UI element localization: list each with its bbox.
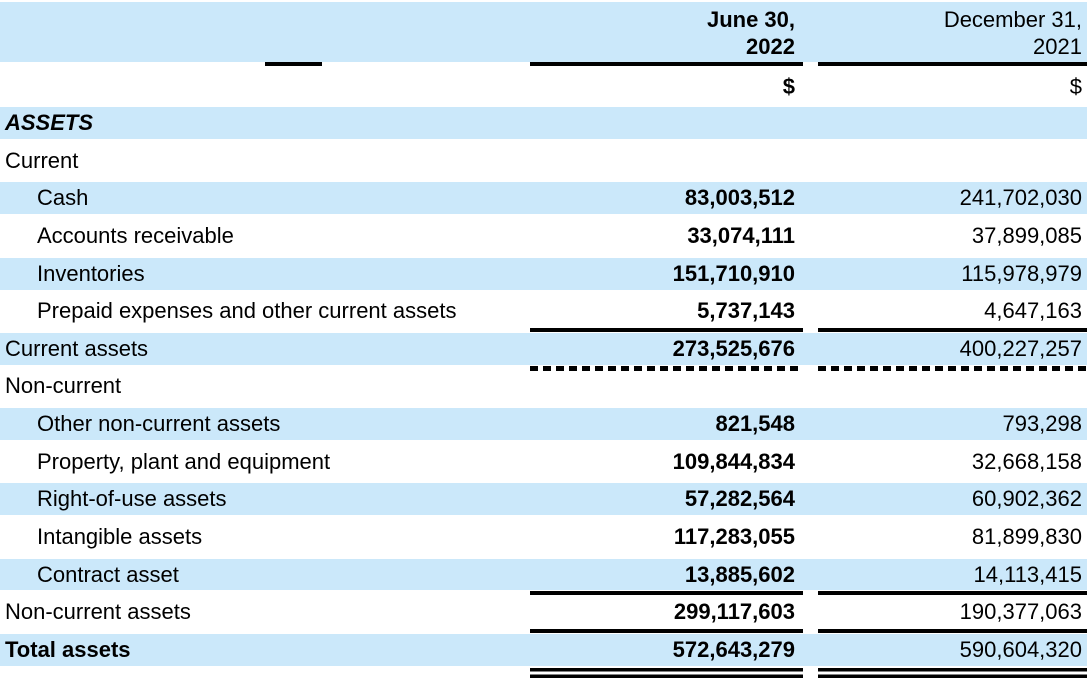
row-label: Non-current [5,373,122,399]
row-non-current-assets-total: Non-current assets 299,117,603 190,377,0… [0,596,1087,634]
value-2022: 821,548 [715,411,795,437]
row-non-current-header: Non-current [0,370,1087,408]
currency-row: $ $ [0,66,1087,107]
header-underline-2021 [818,62,1087,66]
underline-segment-2022 [530,327,803,332]
value-2021: 60,902,362 [971,486,1082,512]
value-2021: 590,604,320 [959,636,1082,662]
row-inventories: Inventories 151,710,910 115,978,979 [0,257,1087,296]
row-label: Right-of-use assets [37,486,227,512]
header-underline-stub [265,62,322,66]
dashed-underline [0,365,1087,371]
underline-segment-2022 [530,629,803,634]
underline-segment-2021 [818,667,1087,678]
value-2022: 273,525,676 [672,335,795,361]
value-2021: 241,702,030 [959,185,1082,211]
value-2021: 4,647,163 [984,298,1082,324]
row-label: Total assets [5,636,131,662]
value-2021: 81,899,830 [971,524,1082,550]
row-cash: Cash 83,003,512 241,702,030 [0,182,1087,220]
row-current-header: Current [0,145,1087,183]
value-2021: 37,899,085 [971,222,1082,248]
row-other-non-current-assets: Other non-current assets 821,548 793,298 [0,408,1087,446]
row-property-plant-equipment: Property, plant and equipment 109,844,83… [0,446,1087,484]
row-label: Other non-current assets [37,411,281,437]
value-2022: 117,283,055 [673,524,795,550]
value-2021: 190,377,063 [959,599,1082,625]
value-2022: 57,282,564 [684,486,795,512]
subtotal-underline [0,327,1087,333]
row-label: ASSETS [5,110,94,135]
column-header-2021: December 31, 2021 [818,2,1087,62]
double-underline [0,667,1087,678]
column-header-2022-line1: June 30, [706,7,795,32]
value-2021: 115,978,979 [961,260,1082,286]
value-2021: 32,668,158 [971,448,1082,474]
row-right-of-use-assets: Right-of-use assets 57,282,564 60,902,36… [0,483,1087,521]
underline-segment-2022 [530,365,803,371]
column-header-2022: June 30, 2022 [530,2,803,62]
row-label: Intangible assets [37,524,203,550]
row-label: Non-current assets [5,599,191,625]
row-accounts-receivable: Accounts receivable 33,074,111 37,899,08… [0,220,1087,258]
row-label: Inventories [37,260,145,286]
value-2022: 299,117,603 [673,599,795,625]
header-label-spacer [0,2,530,62]
row-current-assets-total: Current assets 273,525,676 400,227,257 [0,332,1087,371]
currency-symbol-2022: $ [782,74,795,99]
value-2022: 572,643,279 [672,636,795,662]
underline-segment-2022 [530,591,803,596]
subtotal-underline [0,591,1087,596]
value-2021: 793,298 [1002,411,1082,437]
row-assets-header: ASSETS [0,107,1087,145]
currency-symbol-2021: $ [1069,74,1082,99]
row-contract-asset: Contract asset 13,885,602 14,113,415 [0,558,1087,597]
value-2021: 400,227,257 [959,335,1082,361]
row-total-assets: Total assets 572,643,279 590,604,320 [0,633,1087,678]
column-gap [803,2,818,62]
header-underline [0,62,1087,66]
row-label: Cash [37,185,89,211]
row-intangible-assets: Intangible assets 117,283,055 81,899,830 [0,521,1087,559]
row-label: Prepaid expenses and other current asset… [37,298,457,324]
subtotal-underline [0,629,1087,634]
row-label: Current [5,147,79,173]
column-header-2021-line1: December 31, [943,7,1082,32]
row-label: Contract asset [37,561,179,587]
underline-segment-2022 [530,667,803,678]
value-2022: 151,710,910 [672,260,795,286]
header-underline-2022 [530,62,803,66]
row-prepaid-expenses: Prepaid expenses and other current asset… [0,295,1087,333]
value-2022: 83,003,512 [684,185,795,211]
value-2021: 14,113,415 [973,561,1082,587]
underline-segment-2021 [818,365,1087,371]
column-header-2021-line2: 2021 [1033,34,1082,59]
value-2022: 33,074,111 [687,222,795,248]
underline-segment-2021 [818,629,1087,634]
row-label: Property, plant and equipment [37,448,331,474]
value-2022: 5,737,143 [697,298,795,324]
underline-segment-2021 [818,591,1087,596]
column-header-2022-line2: 2022 [746,34,795,59]
row-label: Accounts receivable [37,222,234,248]
underline-segment-2021 [818,327,1087,332]
value-2022: 13,885,602 [684,561,795,587]
table-header: June 30, 2022 December 31, 2021 [0,2,1087,62]
row-label: Current assets [5,335,149,361]
value-2022: 109,844,834 [672,448,795,474]
